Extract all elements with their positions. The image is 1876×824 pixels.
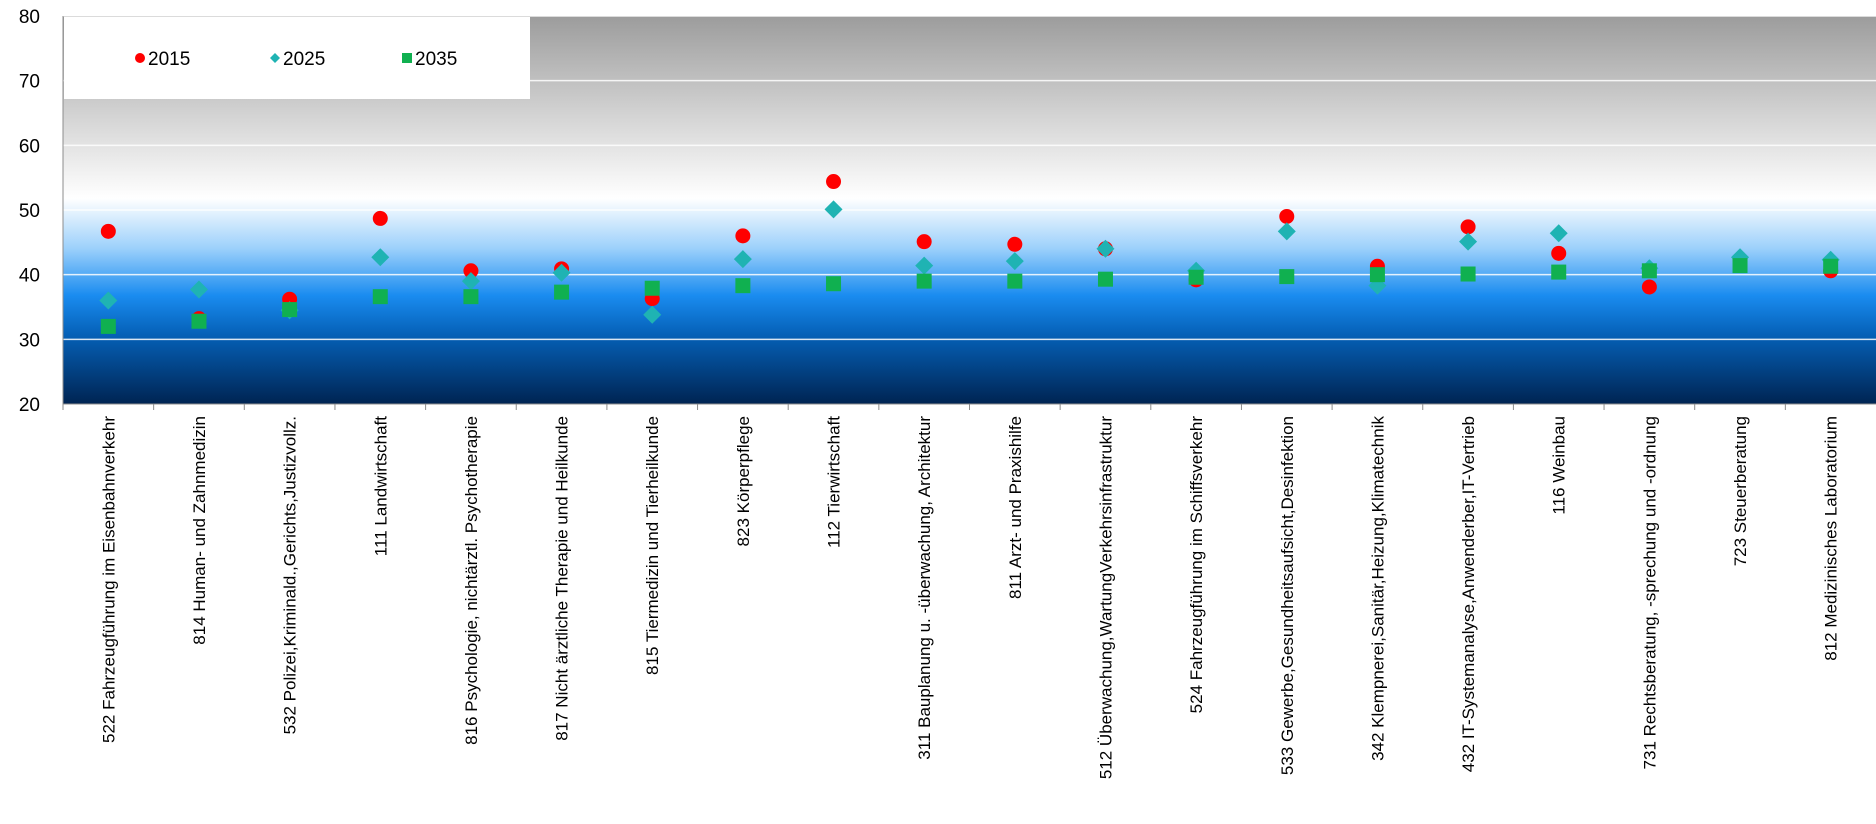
point-2035-19 bbox=[1732, 258, 1748, 274]
point-2025-5 bbox=[461, 272, 480, 291]
grid-lines bbox=[63, 15, 1876, 341]
point-2035-13 bbox=[1188, 269, 1204, 285]
point-2015-18 bbox=[1641, 279, 1657, 295]
y-tick-label-50: 50 bbox=[19, 201, 40, 222]
legend-label-2035: 2035 bbox=[415, 49, 457, 70]
x-category-label: 814 Human- und Zahnmedizin bbox=[190, 416, 209, 645]
point-2035-8 bbox=[735, 278, 751, 294]
x-category-label: 723 Steuerberatung bbox=[1731, 416, 1750, 566]
x-category-label: 533 Gewerbe,Gesundheitsaufsicht,Desinfek… bbox=[1278, 416, 1297, 775]
y-tick-label-70: 70 bbox=[19, 72, 40, 93]
y-tick-label-80: 80 bbox=[19, 7, 40, 28]
point-2025-16 bbox=[1459, 232, 1478, 251]
point-2015-9 bbox=[826, 174, 842, 190]
point-2035-12 bbox=[1097, 271, 1113, 287]
data-markers bbox=[99, 174, 1840, 334]
x-category-label: 116 Weinbau bbox=[1550, 416, 1569, 515]
x-category-label: 815 Tiermedizin und Tierheilkunde bbox=[643, 416, 662, 675]
point-2025-6 bbox=[552, 263, 571, 282]
legend-marker-2035 bbox=[402, 53, 412, 63]
x-category-label: 112 Tierwirtschaft bbox=[825, 416, 844, 548]
point-2035-16 bbox=[1460, 266, 1476, 282]
y-tick-label-60: 60 bbox=[19, 136, 40, 157]
point-2035-17 bbox=[1551, 264, 1567, 280]
x-category-label: 512 Überwachung,WartungVerkehrsinfrastru… bbox=[1096, 416, 1115, 779]
point-2035-7 bbox=[644, 280, 660, 296]
x-category-label: 311 Bauplanung u. -überwachung, Architek… bbox=[915, 416, 934, 760]
x-category-label: 823 Körperpflege bbox=[734, 416, 753, 546]
point-2015-5 bbox=[463, 263, 479, 279]
x-category-label: 432 IT-Systemanalyse,Anwenderber,IT-Vert… bbox=[1459, 416, 1478, 772]
point-2025-2 bbox=[189, 280, 208, 299]
point-2035-2 bbox=[191, 313, 207, 329]
point-2015-17 bbox=[1551, 245, 1567, 261]
point-2015-11 bbox=[1007, 236, 1023, 252]
x-category-label: 532 Polizei,Kriminald.,Gerichts,Justizvo… bbox=[281, 416, 300, 734]
point-2035-18 bbox=[1641, 263, 1657, 279]
legend-label-2015: 2015 bbox=[148, 49, 190, 70]
x-category-label: 731 Rechtsberatung, -sprechung und -ordn… bbox=[1640, 416, 1659, 769]
point-2025-9 bbox=[824, 200, 843, 219]
point-2025-1 bbox=[99, 291, 118, 310]
point-2025-14 bbox=[1277, 222, 1296, 241]
point-2015-8 bbox=[735, 228, 751, 244]
point-2015-10 bbox=[916, 234, 932, 250]
point-2035-14 bbox=[1279, 269, 1295, 285]
legend-marker-2025 bbox=[270, 53, 280, 63]
point-2035-11 bbox=[1007, 273, 1023, 289]
x-category-label: 811 Arzt- und Praxishilfe bbox=[1006, 416, 1025, 599]
point-2025-10 bbox=[915, 256, 934, 275]
x-category-label: 111 Landwirtschaft bbox=[371, 416, 390, 556]
point-2035-3 bbox=[282, 302, 298, 318]
y-tick-label-40: 40 bbox=[19, 266, 40, 287]
x-category-label: 342 Klempnerei,Sanitär,Heizung,Klimatech… bbox=[1368, 416, 1387, 761]
point-2025-17 bbox=[1549, 224, 1568, 243]
legend: 2015 2025 2035 bbox=[64, 17, 530, 99]
point-2015-14 bbox=[1279, 208, 1295, 224]
x-category-label: 812 Medizinisches Laboratorium bbox=[1822, 416, 1841, 661]
point-2035-5 bbox=[463, 289, 479, 305]
point-2015-1 bbox=[100, 223, 116, 239]
point-2015-4 bbox=[372, 210, 388, 226]
x-category-label: 522 Fahrzeugführung im Eisenbahnverkehr bbox=[99, 416, 118, 743]
x-category-label: 817 Nicht ärztliche Therapie und Heilkun… bbox=[553, 416, 572, 741]
axes: 20 30 40 50 60 70 80 522 Fahrzeugführung im Eis… bbox=[19, 7, 1876, 779]
legend-marker-2015 bbox=[135, 53, 145, 63]
point-2015-16 bbox=[1460, 219, 1476, 235]
y-tick-label-30: 30 bbox=[19, 330, 40, 351]
point-2025-8 bbox=[733, 250, 752, 269]
legend-label-2025: 2025 bbox=[283, 49, 325, 70]
point-2035-10 bbox=[916, 273, 932, 289]
y-tick-label-20: 20 bbox=[19, 395, 40, 416]
point-2035-1 bbox=[100, 318, 116, 334]
point-2025-11 bbox=[1005, 252, 1024, 271]
point-2035-20 bbox=[1823, 258, 1839, 274]
point-2035-6 bbox=[554, 284, 570, 300]
point-2035-15 bbox=[1369, 267, 1385, 283]
x-category-label: 816 Psychologie, nichtärztl. Psychothera… bbox=[462, 416, 481, 745]
x-category-label: 524 Fahrzeugführung im Schiffsverkehr bbox=[1187, 416, 1206, 714]
point-2035-4 bbox=[372, 289, 388, 305]
point-2025-12 bbox=[1096, 239, 1115, 258]
point-2025-7 bbox=[643, 305, 662, 324]
point-2025-4 bbox=[371, 248, 390, 267]
point-2035-9 bbox=[826, 276, 842, 292]
